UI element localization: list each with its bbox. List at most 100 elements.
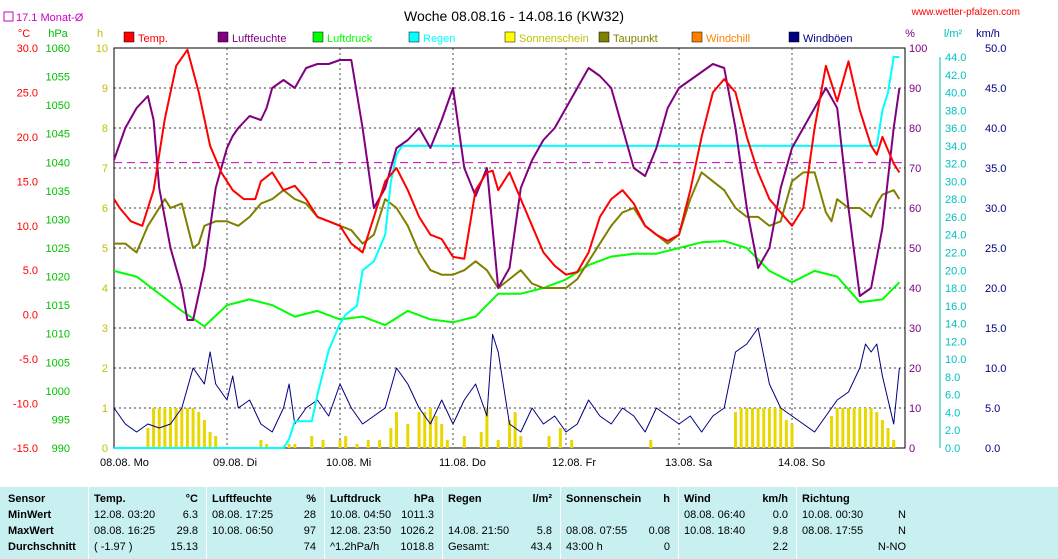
y-tick-label-pressure: 1015 [46,300,70,312]
sunshine-bar [513,412,517,448]
y-tick-label-humidity: 30 [909,323,921,335]
series-line-luftfeuchte [113,59,901,321]
y-tick-label-wind: 30.0 [985,203,1006,215]
table-cell-value: 74 [303,541,316,553]
sunshine-bar [445,440,449,448]
y-tick-label-sun: 4 [102,283,108,295]
axis-unit-humidity: % [905,28,915,40]
table-header: Temp. [94,493,126,505]
x-tick-label: 14.08. So [778,457,825,469]
table-unit: % [306,493,316,505]
sunshine-bar [321,440,325,448]
y-tick-label-sun: 10 [96,43,108,55]
sunshine-bar [784,420,788,448]
month-avg-checkbox[interactable] [3,11,14,22]
sunshine-bar [208,432,212,448]
y-tick-label-rain: 20.0 [945,265,966,277]
table-cell-time: 10.08. 18:40 [684,525,746,537]
y-tick-label-pressure: 1060 [46,43,70,55]
table-cell-time: 10.08. 06:50 [212,525,274,537]
table-cell-value: 29.8 [176,525,198,537]
sunshine-bar [496,440,500,448]
table-header: Wind [684,493,711,505]
table-separator [206,487,207,559]
legend-label: Taupunkt [613,33,658,45]
sunshine-bar [852,408,856,448]
y-tick-label-humidity: 60 [909,203,921,215]
table-cell-value: 1011.3 [401,509,434,521]
sunshine-bar [519,436,523,448]
y-tick-label-pressure: 1005 [46,357,70,369]
y-tick-label-pressure: 1050 [46,100,70,112]
table-separator [796,487,797,559]
sunshine-bar [880,420,884,448]
table-cell-time: Gesamt: [448,541,490,553]
table-cell-time: 14.08. 21:50 [448,525,510,537]
y-tick-label-wind: 50.0 [985,43,1006,55]
sunshine-bar [366,440,370,448]
y-tick-label-wind: 10.0 [985,363,1006,375]
y-tick-label-rain: 38.0 [945,105,966,117]
sunshine-bar [485,408,489,448]
y-tick-label-sun: 0 [102,443,108,455]
sunshine-bar [734,412,737,448]
sunshine-bar [762,408,766,448]
y-tick-label-temp: -5.0 [19,354,38,366]
table-cell-time: ( -1.97 ) [94,541,133,553]
sunshine-bar [355,444,359,448]
sunshine-bar [869,408,873,448]
y-tick-label-pressure: 990 [52,443,70,455]
y-tick-label-pressure: 1025 [46,243,70,255]
sunshine-bar [310,436,314,448]
axis-unit-wind: km/h [976,28,1000,40]
sunshine-bar [185,408,189,448]
sunshine-bar [395,412,398,448]
y-tick-label-rain: 36.0 [945,123,966,135]
table-separator [324,487,325,559]
legend-label: Temp. [138,33,168,45]
sunshine-bar [835,408,839,448]
sunshine-bar [259,440,263,448]
table-unit: km/h [762,493,788,505]
sunshine-bar [174,408,178,448]
table-unit: l/m² [532,493,552,505]
sunshine-bar [858,408,862,448]
table-separator [560,487,561,559]
y-tick-label-rain: 44.0 [945,52,966,64]
axis-unit-sun: h [97,28,103,40]
table-cell-value: 0.08 [648,525,670,537]
y-tick-label-temp: 15.0 [17,176,38,188]
sunshine-bar [773,408,777,448]
series-line-temp [113,48,901,276]
sunshine-bar [558,428,562,448]
y-tick-label-temp: -15.0 [13,443,38,455]
stats-table: Sensor MinWert MaxWert Durchschnitt Temp. °C 1… [0,487,1058,559]
y-tick-label-humidity: 40 [909,283,921,295]
y-tick-label-pressure: 1030 [46,214,70,226]
source-link[interactable]: www.wetter-pfalzen.com [911,7,1020,18]
x-tick-label: 09.08. Di [213,457,257,469]
y-tick-label-sun: 8 [102,123,108,135]
y-tick-label-pressure: 1045 [46,129,70,141]
sunshine-bar [197,412,201,448]
y-tick-label-rain: 10.0 [945,354,966,366]
sunshine-bar [338,440,342,448]
y-tick-label-humidity: 10 [909,403,921,415]
table-header: Sonnenschein [566,493,642,505]
sunshine-bar [508,420,511,448]
sunshine-bar [756,408,760,448]
y-tick-label-sun: 1 [102,403,108,415]
table-cell-time: 12.08. 03:20 [94,509,156,521]
y-tick-label-rain: 34.0 [945,141,966,153]
table-cell-value: 1018.8 [400,541,434,553]
y-tick-label-pressure: 1000 [46,386,70,398]
table-unit: °C [185,493,198,505]
series-line-luftdruck [113,240,901,328]
y-tick-label-rain: 32.0 [945,159,966,171]
legend-label: Windchill [706,33,750,45]
sunshine-bar [739,408,743,448]
y-tick-label-rain: 30.0 [945,176,966,188]
y-tick-label-rain: 42.0 [945,70,966,82]
axes: 08.08. Mo 09.08. Di 10.08. Mi 11.08. Do 12.0… [13,28,1007,469]
y-tick-label-temp: 0.0 [23,310,38,322]
